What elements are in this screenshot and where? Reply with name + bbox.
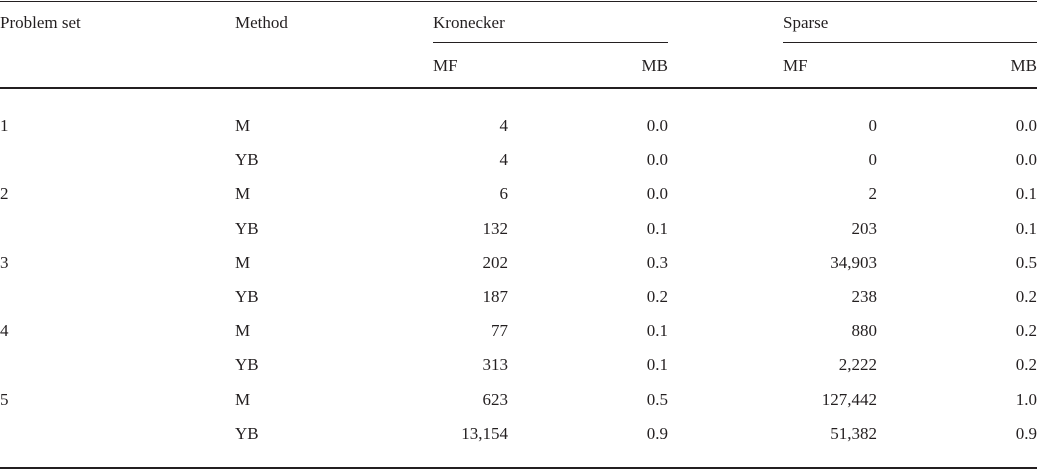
cell-sparse-mf: 880 — [851, 321, 878, 341]
cell-problem-set: 3 — [0, 252, 9, 272]
cell-kronecker-mb: 0.1 — [646, 321, 668, 341]
table-row: 3 M 202 0.3 34,903 0.5 — [0, 253, 1039, 287]
cell-kronecker-mf: 4 — [499, 116, 509, 135]
cell-sparse-mf: 51,382 — [830, 423, 877, 443]
cell-method: YB — [235, 423, 259, 443]
cell-sparse-mb: 0.9 — [1015, 423, 1037, 443]
cell-method: M — [235, 116, 251, 135]
cell-method: M — [235, 389, 251, 409]
cell-sparse-mf: 2,222 — [838, 355, 877, 375]
cell-problem-set: 5 — [0, 389, 9, 409]
cell-kronecker-mf: 187 — [482, 287, 509, 306]
header-kronecker-mb: MB — [641, 56, 668, 75]
cell-kronecker-mb: 0.1 — [646, 355, 668, 375]
kronecker-group-rule — [433, 42, 668, 43]
cell-sparse-mf: 0 — [868, 116, 878, 135]
cell-sparse-mb: 0.2 — [1015, 321, 1037, 341]
cell-sparse-mb: 0.0 — [1015, 116, 1037, 135]
cell-sparse-mb: 0.2 — [1015, 287, 1037, 306]
cell-sparse-mf: 0 — [868, 150, 878, 170]
cell-kronecker-mf: 623 — [482, 389, 509, 409]
header-method: Method — [235, 13, 288, 32]
cell-sparse-mb: 0.1 — [1015, 184, 1037, 204]
cell-method: YB — [235, 218, 259, 238]
cell-method: YB — [235, 150, 259, 170]
table-top-rule — [0, 1, 1037, 2]
cell-sparse-mf: 238 — [851, 287, 878, 306]
cell-kronecker-mb: 0.5 — [646, 389, 668, 409]
header-sparse-mb: MB — [1010, 56, 1037, 75]
header-kronecker-mf: MF — [433, 56, 458, 75]
header-problem-set: Problem set — [0, 13, 81, 32]
cell-sparse-mf: 2 — [868, 184, 878, 204]
cell-kronecker-mb: 0.0 — [646, 116, 668, 135]
cell-sparse-mf: 127,442 — [821, 389, 877, 409]
table-row: 2 M 6 0.0 2 0.1 — [0, 184, 1039, 218]
cell-kronecker-mf: 77 — [491, 321, 508, 341]
cell-kronecker-mb: 0.9 — [646, 423, 668, 443]
cell-method: M — [235, 252, 251, 272]
table-row: 5 M 623 0.5 127,442 1.0 — [0, 390, 1039, 424]
table-row: YB 13,154 0.9 51,382 0.9 — [0, 424, 1039, 458]
cell-kronecker-mb: 0.1 — [646, 218, 668, 238]
cell-problem-set: 2 — [0, 184, 9, 204]
cell-kronecker-mb: 0.3 — [646, 252, 668, 272]
header-sparse-mf: MF — [783, 56, 808, 75]
cell-sparse-mb: 1.0 — [1015, 389, 1037, 409]
table-row: YB 132 0.1 203 0.1 — [0, 219, 1039, 253]
cell-sparse-mb: 0.5 — [1015, 252, 1037, 272]
cell-sparse-mb: 0.1 — [1015, 218, 1037, 238]
cell-kronecker-mf: 132 — [482, 218, 509, 238]
cell-kronecker-mf: 13,154 — [461, 423, 508, 443]
cell-method: YB — [235, 287, 259, 306]
header-sparse: Sparse — [783, 13, 829, 32]
cell-sparse-mb: 0.0 — [1015, 150, 1037, 170]
table-row: YB 313 0.1 2,222 0.2 — [0, 355, 1039, 389]
table-header-rule — [0, 87, 1037, 89]
cell-sparse-mb: 0.2 — [1015, 355, 1037, 375]
cell-problem-set: 4 — [0, 321, 9, 341]
cell-kronecker-mf: 313 — [482, 355, 509, 375]
sparse-group-rule — [783, 42, 1037, 43]
cell-method: M — [235, 184, 251, 204]
table-row: YB 4 0.0 0 0.0 — [0, 150, 1039, 184]
cell-method: YB — [235, 355, 259, 375]
header-kronecker: Kronecker — [433, 13, 505, 32]
cell-method: M — [235, 321, 251, 341]
table-row: 1 M 4 0.0 0 0.0 — [0, 116, 1039, 150]
cell-kronecker-mb: 0.2 — [646, 287, 668, 306]
cell-sparse-mf: 203 — [851, 218, 878, 238]
cell-kronecker-mf: 4 — [499, 150, 509, 170]
cell-problem-set: 1 — [0, 116, 9, 135]
cell-kronecker-mb: 0.0 — [646, 150, 668, 170]
table-row: YB 187 0.2 238 0.2 — [0, 287, 1039, 321]
cell-kronecker-mb: 0.0 — [646, 184, 668, 204]
cell-kronecker-mf: 6 — [499, 184, 509, 204]
cell-sparse-mf: 34,903 — [830, 252, 877, 272]
table-row: 4 M 77 0.1 880 0.2 — [0, 321, 1039, 355]
table-bottom-rule — [0, 467, 1037, 469]
cell-kronecker-mf: 202 — [482, 252, 509, 272]
